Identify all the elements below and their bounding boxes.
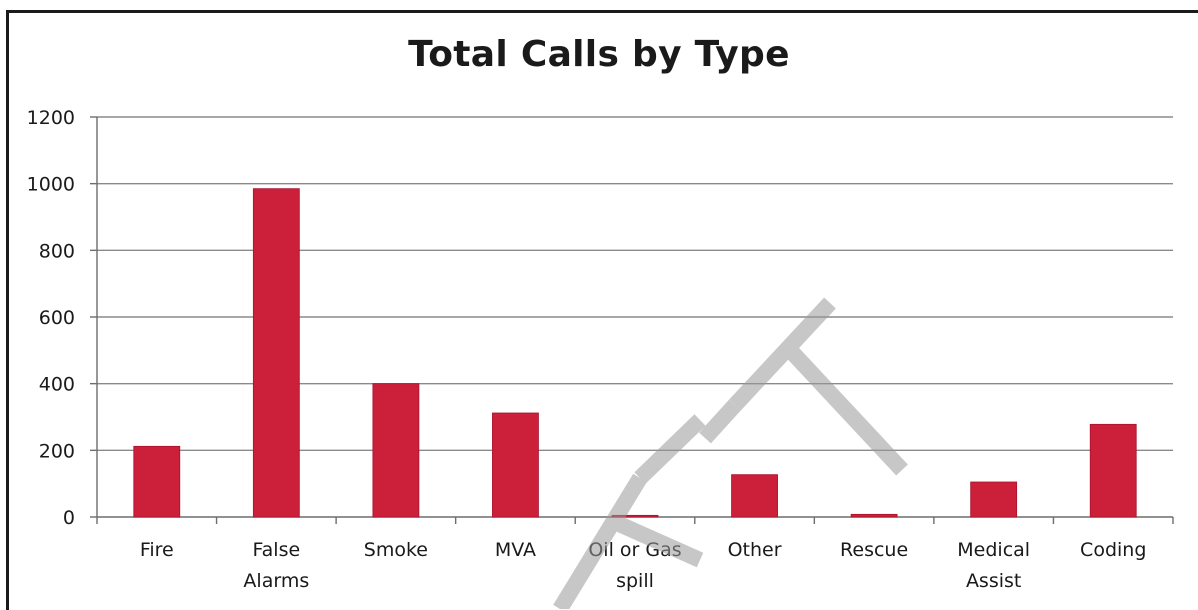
bar-rescue (850, 513, 898, 518)
watermark-stroke-1 (699, 399, 741, 444)
bar-fire (133, 445, 181, 518)
x-category-label-mva: MVA (495, 539, 536, 561)
bar-mva (492, 412, 539, 518)
x-category-label-smoke: Smoke (364, 539, 428, 561)
bar-coding (1089, 423, 1137, 518)
x-category-label-rescue: Rescue (840, 539, 908, 561)
y-tick-label-0: 0 (63, 507, 75, 529)
x-category-label-medical-assist-line1: Medical (957, 539, 1030, 561)
draft-watermark (553, 297, 908, 609)
watermark-stroke-3 (634, 414, 706, 484)
watermark-stroke-4 (553, 473, 647, 609)
x-category-label-medical-assist-line2: Assist (966, 570, 1021, 592)
x-category-label-coding: Coding (1080, 539, 1146, 561)
x-category-label-false-alarms-line1: False (252, 539, 300, 561)
bar-false-alarms (252, 188, 300, 518)
bar-medical-assist (970, 481, 1018, 518)
bar-other (731, 474, 778, 518)
y-tick-label-600: 600 (39, 307, 75, 329)
frame-left-border (6, 10, 9, 610)
x-category-label-other: Other (728, 539, 782, 561)
x-category-label-fire: Fire (140, 539, 174, 561)
y-tick-label-200: 200 (39, 440, 75, 462)
watermark-stroke-2 (784, 344, 908, 476)
x-category-label-false-alarms-line2: Alarms (243, 570, 309, 592)
bar-smoke (372, 383, 420, 518)
watermark-stroke-5 (606, 512, 704, 568)
frame-top-border (6, 10, 1198, 13)
y-tick-label-1000: 1000 (27, 174, 75, 196)
y-tick-label-800: 800 (39, 240, 75, 262)
y-tick-label-400: 400 (39, 374, 75, 396)
watermark-stroke-0 (729, 297, 836, 411)
x-category-label-oil-or-gas-spill-line2: spill (616, 570, 654, 592)
y-tick-label-1200: 1200 (27, 107, 75, 129)
chart-title: Total Calls by Type (408, 34, 790, 75)
